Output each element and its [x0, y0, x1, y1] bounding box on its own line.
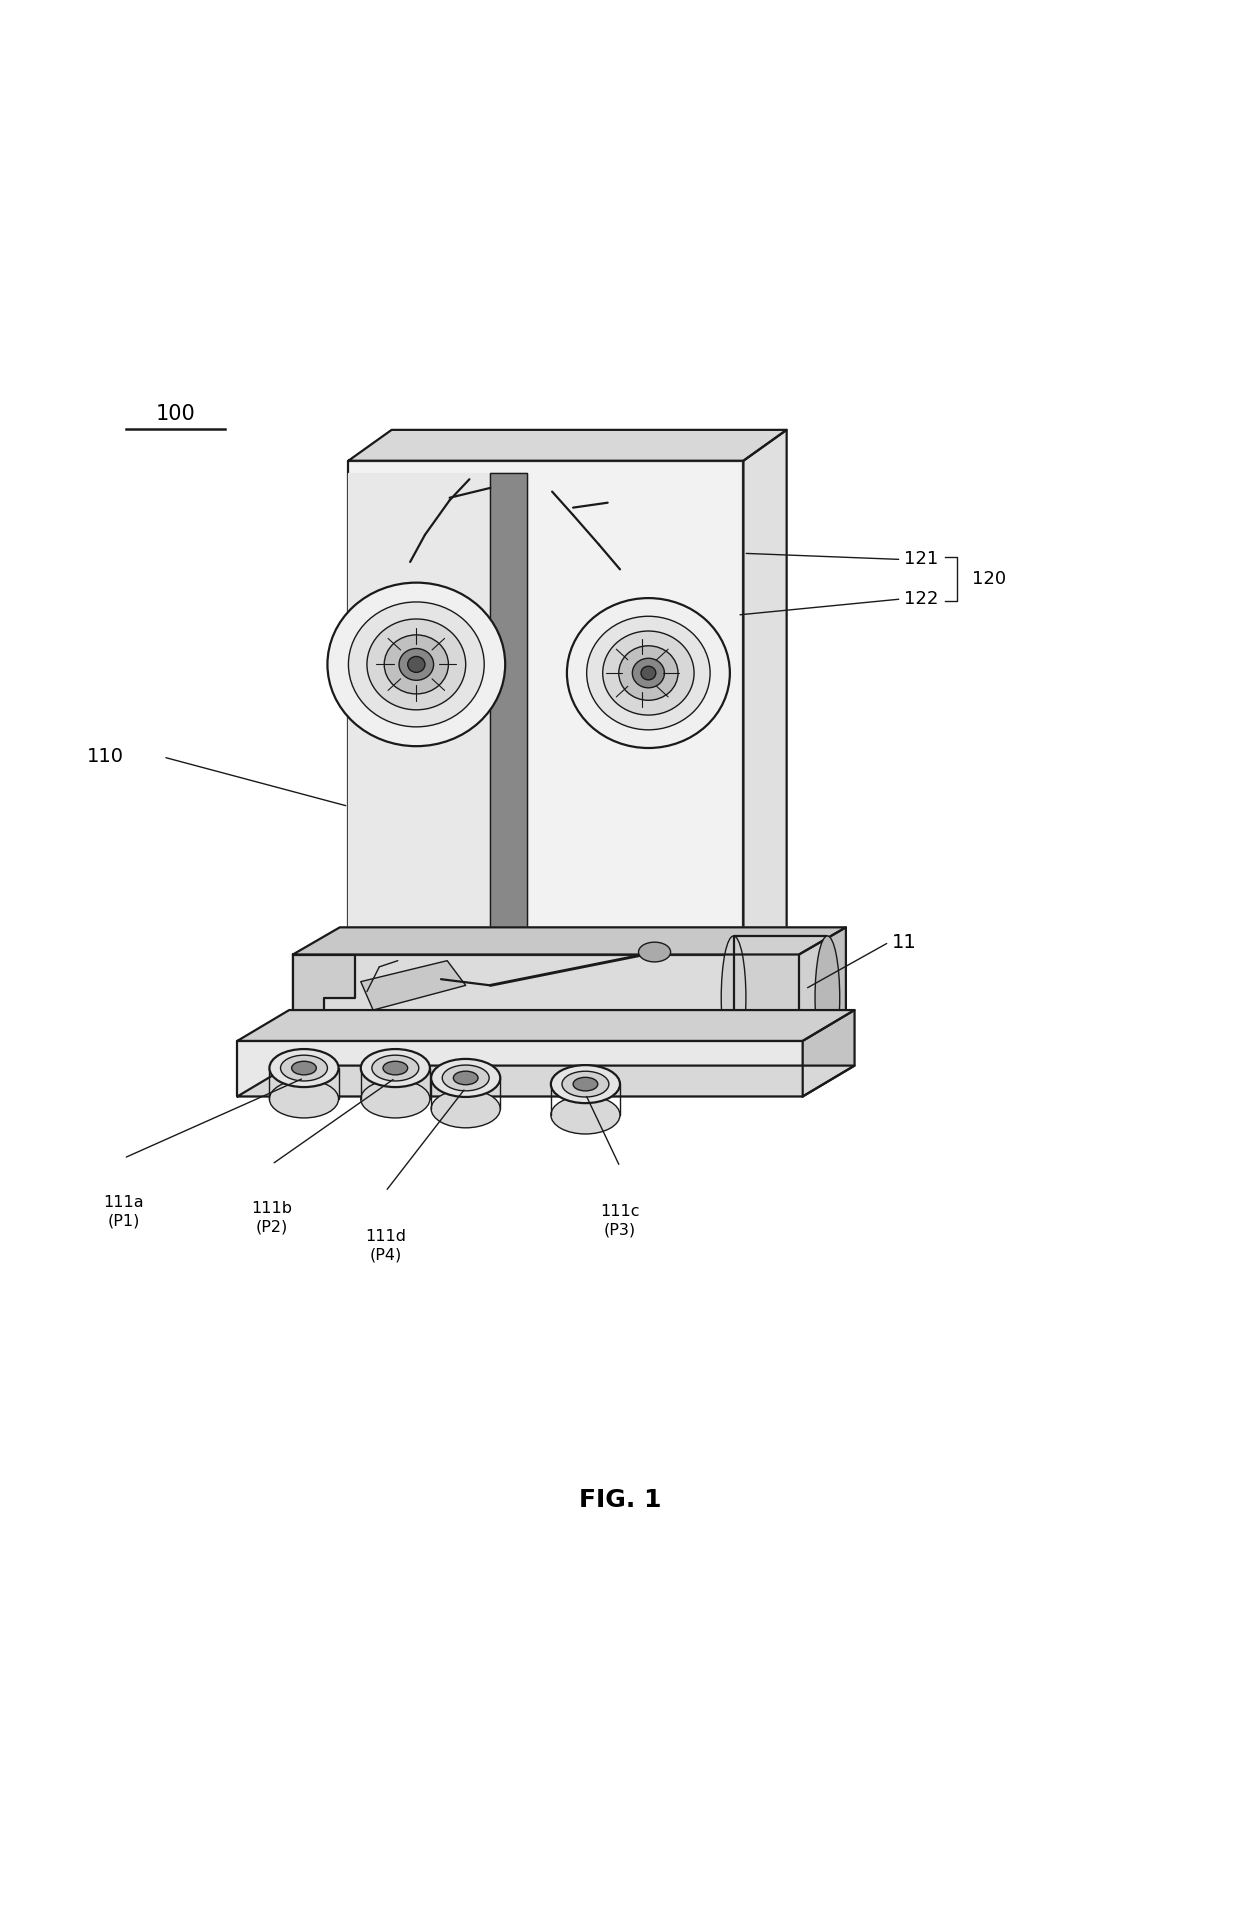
- Ellipse shape: [639, 943, 671, 962]
- Text: 111b
(P2): 111b (P2): [252, 1201, 293, 1235]
- Ellipse shape: [573, 1077, 598, 1090]
- Polygon shape: [348, 473, 490, 1054]
- Ellipse shape: [361, 1080, 430, 1119]
- Ellipse shape: [269, 1050, 339, 1086]
- Ellipse shape: [432, 1090, 500, 1128]
- Polygon shape: [348, 430, 786, 460]
- Text: 111d
(P4): 111d (P4): [365, 1229, 405, 1262]
- Polygon shape: [293, 928, 846, 954]
- Ellipse shape: [551, 1096, 620, 1134]
- Ellipse shape: [361, 1050, 430, 1086]
- Ellipse shape: [348, 601, 484, 727]
- Polygon shape: [744, 430, 786, 1054]
- Text: 110: 110: [87, 748, 124, 767]
- Text: 111c
(P3): 111c (P3): [600, 1205, 640, 1237]
- Ellipse shape: [722, 935, 746, 1059]
- Ellipse shape: [432, 1059, 500, 1098]
- Ellipse shape: [383, 1061, 408, 1075]
- Ellipse shape: [280, 1056, 327, 1080]
- Polygon shape: [361, 960, 466, 1010]
- Text: 122: 122: [904, 590, 939, 607]
- Text: 111a
(P1): 111a (P1): [103, 1195, 144, 1229]
- Text: 120: 120: [972, 571, 1006, 588]
- Polygon shape: [799, 928, 846, 1054]
- Ellipse shape: [367, 619, 466, 710]
- Ellipse shape: [619, 645, 678, 701]
- Ellipse shape: [269, 1080, 339, 1119]
- Polygon shape: [348, 460, 744, 1054]
- Polygon shape: [490, 473, 527, 1054]
- Ellipse shape: [551, 1065, 620, 1103]
- Ellipse shape: [454, 1071, 479, 1084]
- Ellipse shape: [399, 649, 434, 680]
- Ellipse shape: [443, 1065, 489, 1090]
- Ellipse shape: [384, 636, 449, 695]
- Text: FIG. 1: FIG. 1: [579, 1489, 661, 1512]
- Text: 121: 121: [904, 550, 939, 569]
- Ellipse shape: [641, 666, 656, 680]
- Polygon shape: [237, 1065, 854, 1096]
- Polygon shape: [237, 1010, 854, 1040]
- Ellipse shape: [291, 1061, 316, 1075]
- Ellipse shape: [632, 659, 665, 687]
- Ellipse shape: [327, 582, 505, 746]
- Polygon shape: [734, 935, 827, 1059]
- Text: 100: 100: [156, 403, 196, 424]
- Ellipse shape: [408, 657, 425, 672]
- Polygon shape: [293, 954, 799, 1054]
- Polygon shape: [293, 954, 355, 1023]
- Ellipse shape: [562, 1071, 609, 1098]
- Text: 11: 11: [892, 934, 916, 953]
- Ellipse shape: [567, 598, 730, 748]
- Polygon shape: [237, 1040, 802, 1096]
- Ellipse shape: [603, 632, 694, 716]
- Polygon shape: [802, 1010, 854, 1096]
- Ellipse shape: [372, 1056, 419, 1080]
- Ellipse shape: [587, 617, 711, 729]
- Ellipse shape: [815, 935, 839, 1059]
